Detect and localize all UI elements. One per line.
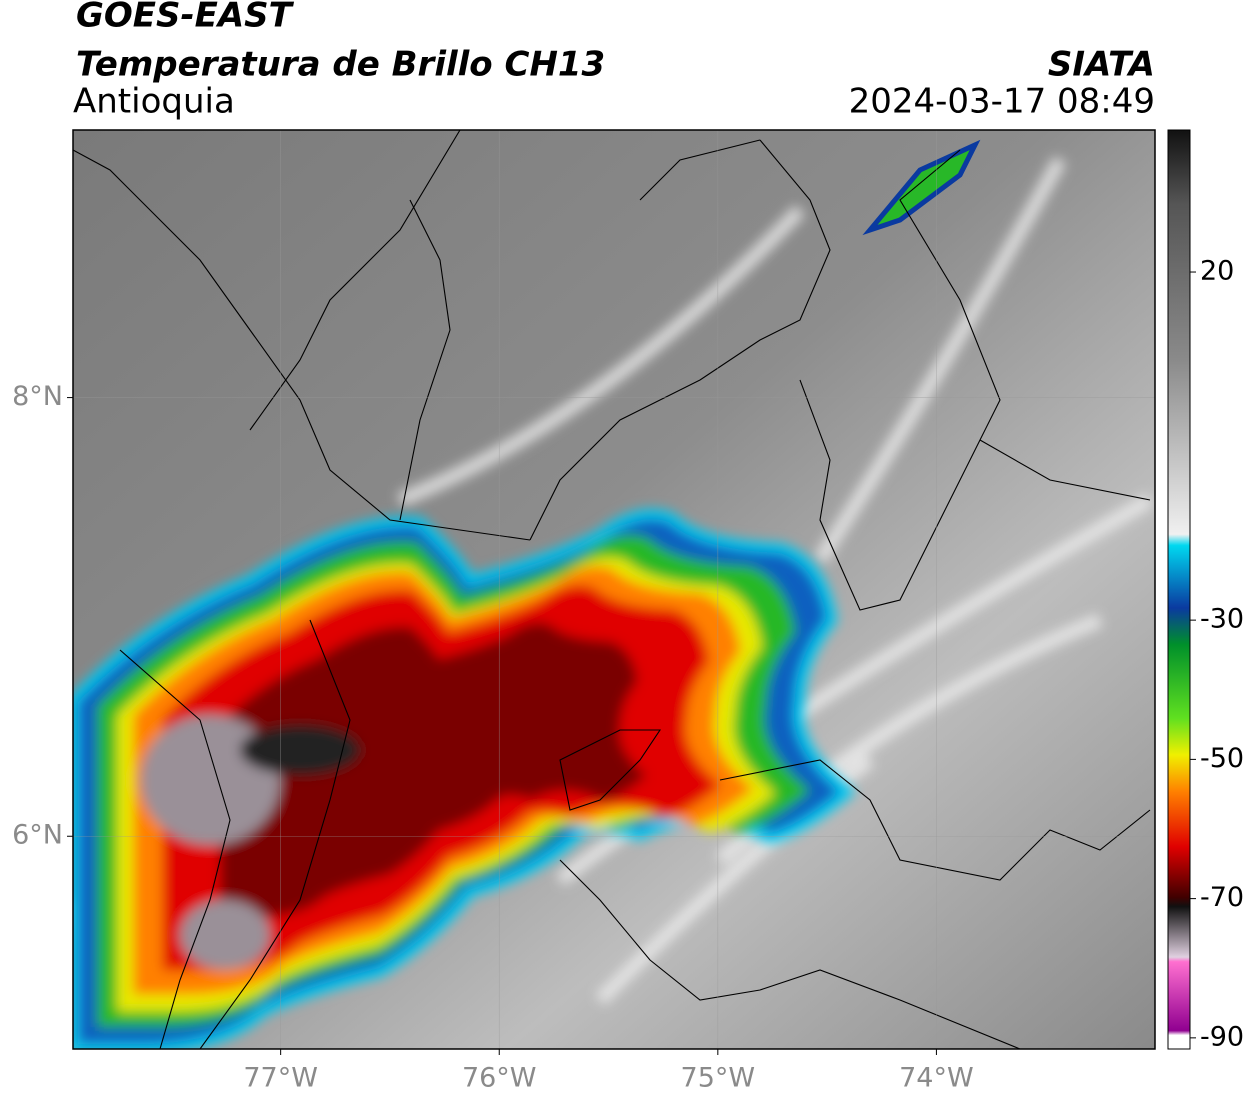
satellite: GOES-EAST xyxy=(76,0,295,36)
region: Antioquia xyxy=(73,82,235,122)
colorbar-label: 20 xyxy=(1200,256,1234,287)
x-tick-label: 76°W xyxy=(462,1063,537,1094)
colorbar-label: -90 xyxy=(1200,1021,1244,1052)
product: Temperatura de Brillo CH13 xyxy=(76,45,605,85)
map-image xyxy=(73,130,1155,1049)
colorbar-label: -30 xyxy=(1200,604,1244,635)
datetime: 2024-03-17 08:49 xyxy=(849,82,1155,122)
grid xyxy=(73,130,1155,1049)
colorbar xyxy=(1167,129,1191,1050)
x-tick-label: 77°W xyxy=(243,1063,318,1094)
map-frame xyxy=(72,129,1156,1050)
x-tick-label: 74°W xyxy=(899,1063,974,1094)
y-tick-label: 8°N xyxy=(12,381,63,412)
y-tick-label: 6°N xyxy=(12,820,63,851)
colorbar-label: -50 xyxy=(1200,743,1244,774)
colorbar-label: -70 xyxy=(1200,882,1244,913)
x-tick-label: 75°W xyxy=(681,1063,756,1094)
source: SIATA xyxy=(1048,45,1155,85)
